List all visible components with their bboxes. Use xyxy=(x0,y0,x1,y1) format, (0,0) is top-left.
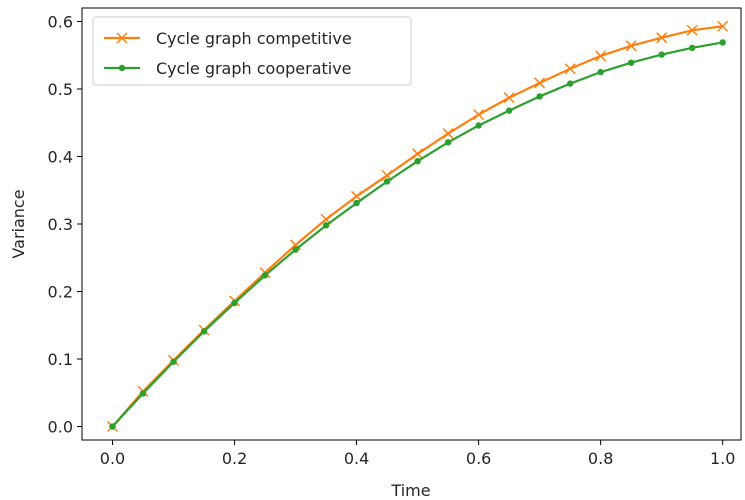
x-tick-label: 0.6 xyxy=(466,449,491,468)
dot-marker xyxy=(109,423,116,430)
y-tick-label: 0.0 xyxy=(48,418,73,437)
x-marker xyxy=(656,32,668,44)
series-layer xyxy=(106,20,729,433)
y-axis-label: Variance xyxy=(9,189,28,258)
legend-label: Cycle graph cooperative xyxy=(156,59,352,78)
x-tick-label: 0.0 xyxy=(100,449,125,468)
dot-marker xyxy=(475,122,482,129)
dot-marker xyxy=(627,59,635,66)
dot-marker xyxy=(719,39,726,46)
dot-marker xyxy=(688,44,696,52)
y-tick-label: 0.5 xyxy=(48,80,73,99)
legend-box xyxy=(92,16,412,86)
dot-marker xyxy=(505,107,513,114)
dot-marker xyxy=(322,222,330,229)
x-marker xyxy=(412,148,424,160)
legend: Cycle graph competitive Cycle graph coope… xyxy=(92,16,412,86)
dot-marker xyxy=(118,64,126,72)
x-marker xyxy=(503,92,515,104)
x-axis: 0.0 0.2 0.4 0.6 0.8 1.0 xyxy=(100,440,735,468)
x-tick-label: 0.8 xyxy=(588,449,613,468)
y-tick-label: 0.4 xyxy=(48,148,73,167)
dot-marker xyxy=(200,328,208,335)
dot-marker xyxy=(231,299,238,307)
x-marker xyxy=(534,77,546,89)
legend-label: Cycle graph competitive xyxy=(156,29,352,48)
x-marker xyxy=(625,40,637,52)
x-marker xyxy=(442,128,454,140)
dot-marker xyxy=(536,93,543,100)
dot-marker xyxy=(139,390,147,397)
y-tick-label: 0.6 xyxy=(48,13,73,32)
x-marker xyxy=(595,50,607,62)
legend-entry: Cycle graph competitive xyxy=(104,29,352,48)
x-marker xyxy=(686,24,698,36)
dot-marker xyxy=(566,80,574,87)
x-axis-label: Time xyxy=(390,481,430,500)
legend-items: Cycle graph competitive Cycle graph coope… xyxy=(104,29,352,78)
series-dot xyxy=(109,39,726,430)
dot-marker xyxy=(414,158,421,165)
y-tick-label: 0.2 xyxy=(48,283,73,302)
x-marker xyxy=(717,20,729,32)
x-marker xyxy=(564,63,576,75)
x-marker xyxy=(473,109,485,121)
y-axis: 0.0 0.1 0.2 0.3 0.4 0.5 0.6 xyxy=(48,13,82,437)
x-marker xyxy=(116,32,128,44)
x-tick-label: 0.4 xyxy=(344,449,369,468)
dot-marker xyxy=(597,68,604,76)
y-tick-label: 0.1 xyxy=(48,350,73,369)
dot-marker xyxy=(292,246,299,253)
x-tick-label: 1.0 xyxy=(710,449,735,468)
y-tick-label: 0.3 xyxy=(48,215,73,234)
dot-marker xyxy=(383,178,391,185)
dot-marker xyxy=(444,139,452,146)
legend-entry: Cycle graph cooperative xyxy=(104,59,352,78)
dot-marker xyxy=(170,358,177,365)
dot-marker xyxy=(353,199,360,207)
dot-marker xyxy=(658,51,665,58)
dot-marker xyxy=(261,272,269,279)
x-tick-label: 0.2 xyxy=(222,449,247,468)
